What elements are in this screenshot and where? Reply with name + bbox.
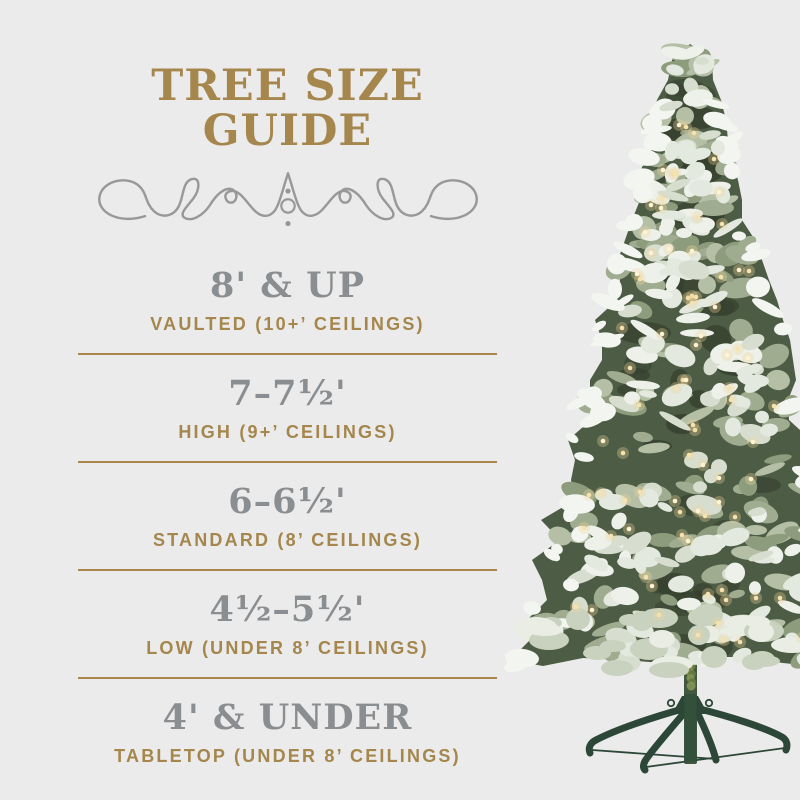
size-range: 8' & UP [210, 265, 365, 307]
ceiling-label: STANDARD (8’ CEILINGS) [152, 530, 423, 551]
size-guide-panel: TREE SIZE GUIDE 8' & UP VAULTED (10+’ CE… [78, 0, 497, 767]
size-range: 4' & UNDER [162, 697, 413, 739]
tree-stand [585, 694, 791, 774]
size-entry: 4½–5½' LOW (UNDER 8’ CEILINGS) [78, 591, 497, 659]
ceiling-label: LOW (UNDER 8’ CEILINGS) [146, 638, 429, 659]
size-range: 7–7½' [228, 373, 347, 415]
size-range: 6–6½' [228, 481, 347, 523]
divider [78, 677, 497, 680]
size-entry: 7–7½' HIGH (9+’ CEILINGS) [78, 375, 497, 443]
size-entry: 8' & UP VAULTED (10+’ CEILINGS) [78, 267, 497, 335]
flourish-ornament-icon [78, 166, 497, 231]
page-title: TREE SIZE GUIDE [151, 61, 424, 157]
size-range: 4½–5½' [209, 589, 366, 631]
divider [78, 461, 497, 464]
size-entry: 4' & UNDER TABLETOP (UNDER 8’ CEILINGS) [78, 699, 497, 767]
divider [78, 569, 497, 572]
ceiling-label: VAULTED (10+’ CEILINGS) [150, 314, 425, 335]
tree-foliage [504, 43, 800, 678]
flocked-tree-photo [470, 0, 800, 800]
size-entry: 6–6½' STANDARD (8’ CEILINGS) [78, 483, 497, 551]
ceiling-label: HIGH (9+’ CEILINGS) [178, 422, 397, 443]
size-entry-list: 8' & UP VAULTED (10+’ CEILINGS) 7–7½' HI… [78, 267, 497, 767]
ceiling-label: TABLETOP (UNDER 8’ CEILINGS) [114, 746, 461, 767]
divider [78, 353, 497, 356]
